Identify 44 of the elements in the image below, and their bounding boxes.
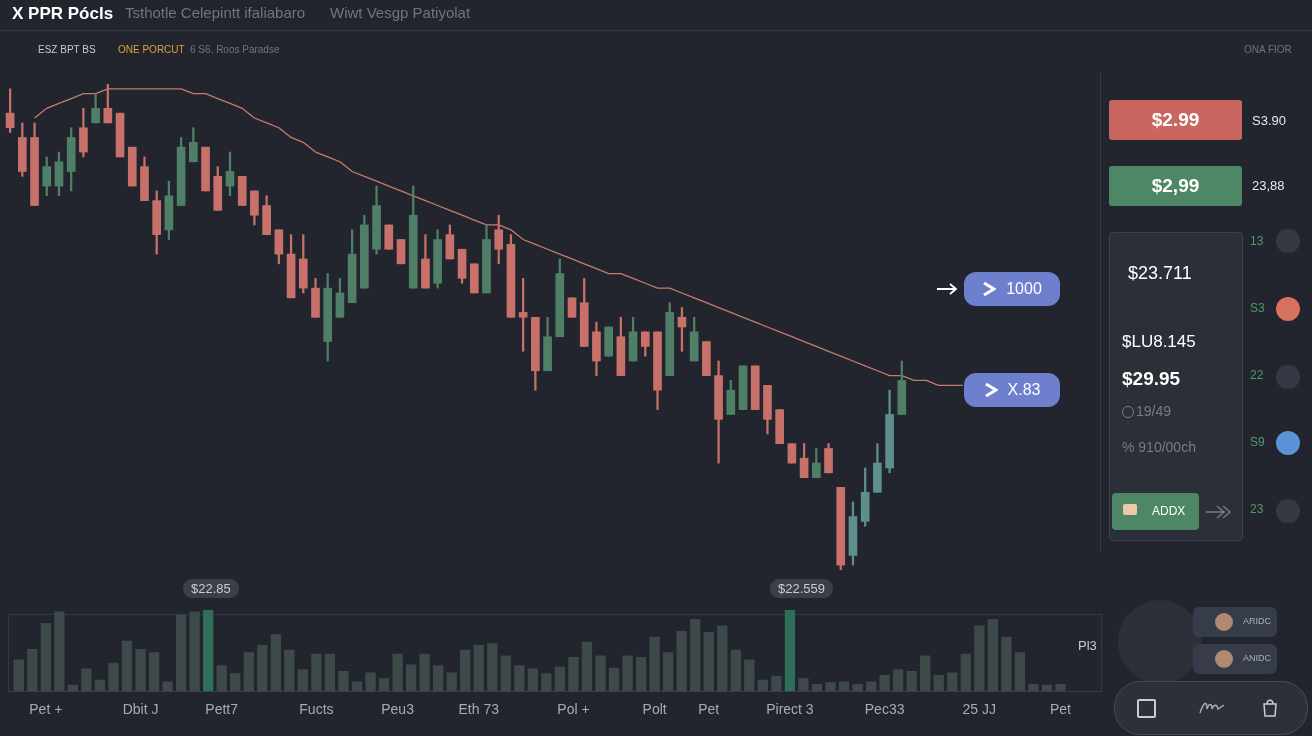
text: S3.90 [1252, 113, 1286, 128]
text: $LU8.145 [1122, 332, 1196, 352]
x-tick-label: Eth 73 [458, 701, 500, 718]
text: ONE PORCUT [118, 44, 185, 55]
x-tick-label: Pet [698, 701, 720, 718]
x-tick-label: Pett7 [205, 701, 239, 718]
bar [784, 610, 796, 692]
text: % 910/00ch [1122, 439, 1196, 455]
text: $2.99 [1150, 109, 1201, 131]
label-tag: X.83 [964, 373, 1060, 407]
text: Pl3 [1077, 637, 1098, 655]
x-tick-label: Pec33 [864, 701, 905, 718]
text: ONA FIOR [1244, 44, 1292, 55]
x-tick-label: Polt [642, 701, 667, 718]
text: 6 S6. Roos Paradse [190, 44, 280, 55]
x-tick-label: Fucts [299, 701, 334, 718]
text: $23.711 [1128, 263, 1192, 284]
text: 23,88 [1252, 178, 1285, 193]
chart-title: X PPR Pócls [12, 4, 114, 24]
text: $2,99 [1150, 175, 1201, 197]
text: S9 [1250, 435, 1265, 449]
text: ADDX [1152, 504, 1186, 518]
label-tag: 1000 [964, 272, 1060, 306]
x-tick-label: Pet + [29, 701, 63, 718]
text: Wiwt Vesgp Patiyolat [330, 4, 471, 21]
text: $22.559 [770, 579, 833, 598]
text: ESZ BPT BS [38, 44, 96, 55]
text: $29.95 [1122, 368, 1181, 390]
text: 13 [1250, 234, 1264, 248]
x-tick-label: Dbit J [122, 701, 159, 718]
text: ANIDC [1243, 653, 1272, 663]
x-tick-label: Pirect 3 [766, 701, 814, 718]
x-tick-label: Pet [1049, 701, 1072, 718]
text: S3 [1250, 301, 1265, 315]
bar [203, 610, 214, 692]
text: 22 [1250, 368, 1264, 382]
x-tick-label: Peu3 [381, 701, 415, 718]
text: Tsthotle Celepintt ifaliabaro [125, 4, 306, 21]
x-tick-label: Pol + [557, 701, 590, 718]
text: 23 [1250, 502, 1264, 516]
text: ARIDC [1243, 616, 1272, 626]
text: 19/49 [1136, 403, 1172, 419]
text: $22.85 [183, 579, 239, 598]
x-tick-label: 25 JJ [962, 701, 997, 718]
